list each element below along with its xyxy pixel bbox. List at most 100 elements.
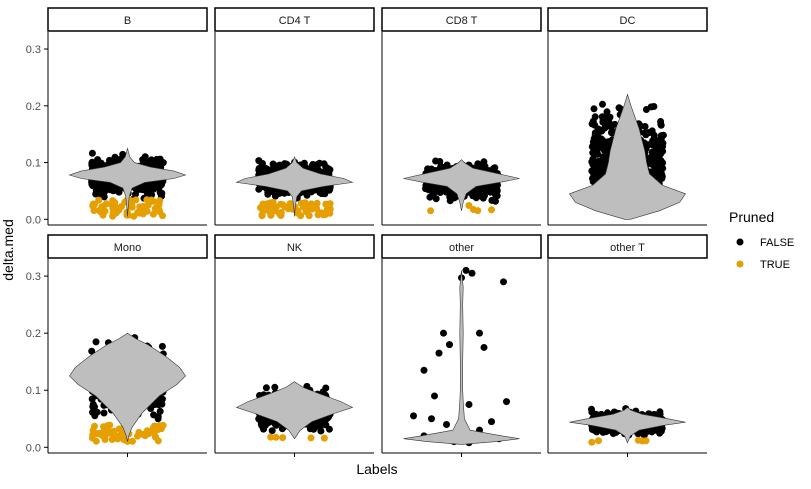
data-point [88,395,96,403]
data-point-pruned [115,425,123,433]
data-point-pruned [474,207,482,215]
data-point [609,430,617,437]
data-point-pruned [322,209,330,217]
data-point [106,156,113,164]
data-point [100,409,108,417]
data-point [653,155,660,163]
data-point-pruned [156,197,164,205]
data-point [262,384,270,392]
violin-shape [69,332,186,442]
data-point [487,185,495,193]
facet-strip [214,7,375,32]
data-point [119,150,127,158]
facet-strip [547,7,708,32]
data-point-pruned [326,200,334,208]
data-point [615,104,623,112]
data-point [272,421,280,429]
facet-strip [381,7,542,32]
data-point [156,189,164,197]
data-point [641,123,649,130]
data-point [590,145,598,153]
legend-key-true [736,260,744,268]
data-point [590,105,598,113]
data-point-pruned [465,202,473,209]
data-point [88,178,96,186]
data-point [590,411,598,419]
data-point [480,158,488,166]
facet-strip [381,234,542,259]
data-point [488,196,496,204]
data-point [476,329,483,337]
data-point [598,113,606,121]
data-point-pruned [143,430,151,438]
y-tick-label: 0.0 [26,442,41,454]
data-point [602,155,610,163]
violin-shape [403,270,520,445]
data-point [410,412,417,420]
data-point [432,195,440,203]
facet-strip [214,234,375,259]
data-point [139,156,147,164]
data-point-pruned [143,207,151,215]
data-point-pruned [277,212,285,219]
x-axis-title: Labels [356,461,397,477]
data-point-pruned [313,199,321,207]
data-point-pruned [102,200,110,208]
data-point [271,383,279,391]
facet-label: other T [610,242,645,254]
data-point [657,140,664,148]
facet-label: other [449,242,474,254]
data-point [138,186,146,193]
data-point [257,420,265,428]
data-point [493,186,501,194]
data-point-pruned [118,203,125,210]
data-point [272,162,280,170]
data-point-pruned [127,203,135,211]
data-point [88,347,96,355]
violin-shape [569,407,686,444]
panels-layer: B 0.0 0.1 0.2 0.3 CD4 T CD8 T DC Mono 0.0 0.1 0.2 0.… [26,7,708,457]
data-point-pruned [149,197,157,205]
violin-shape [235,156,354,217]
data-point [503,398,510,406]
data-point [588,405,595,413]
data-point [268,427,276,435]
data-point [431,392,438,400]
data-point-pruned [314,211,322,219]
data-point [262,165,270,173]
data-point [597,169,605,177]
data-point [658,159,666,167]
data-point [659,164,667,172]
data-point [319,418,327,426]
data-point [89,400,97,408]
data-point [446,193,454,201]
facet-label: B [124,15,131,27]
data-point [92,338,100,346]
data-point-pruned [110,427,118,435]
data-point [599,118,607,126]
y-tick-label: 0.2 [26,101,41,113]
data-point [154,413,162,421]
data-point [489,165,497,173]
data-point [599,100,606,108]
data-point [488,418,495,426]
y-tick-label: 0.1 [26,158,41,170]
data-point-pruned [267,433,275,441]
data-point [482,186,489,194]
data-point-pruned [258,205,266,213]
data-point [468,269,476,277]
data-point [435,349,443,357]
panel-mono: Mono 0.0 0.1 0.2 0.3 [26,234,208,457]
legend-label-false: FALSE [760,237,794,249]
facet-label: NK [287,242,303,254]
data-point [440,329,447,337]
data-point [325,165,333,173]
data-point-pruned [109,209,117,217]
data-point-pruned [106,421,114,429]
data-point-pruned [588,438,596,446]
panel-cd8-t: CD8 T [381,7,542,226]
facet-label: Mono [114,242,142,254]
data-point [428,415,435,423]
